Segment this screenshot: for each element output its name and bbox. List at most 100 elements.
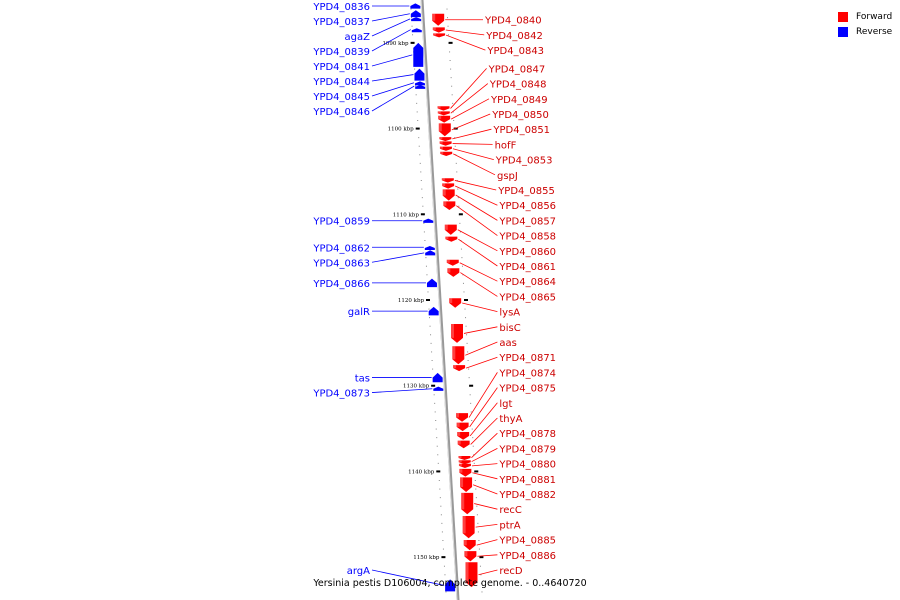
minor-tick-right bbox=[460, 248, 462, 250]
gene-leader-forward bbox=[453, 153, 496, 176]
minor-tick-right bbox=[449, 60, 451, 61]
gene-arrow-shade bbox=[440, 151, 444, 154]
gene-arrow-reverse bbox=[425, 250, 436, 256]
gene-label-reverse: YPD4_0859 bbox=[312, 217, 370, 228]
minor-tick-right bbox=[458, 205, 460, 207]
gene-leader-forward bbox=[456, 205, 498, 236]
gene-label-forward: YPD4_0886 bbox=[498, 551, 556, 562]
gene-leader-reverse bbox=[371, 18, 411, 37]
gene-leader-forward bbox=[475, 524, 498, 528]
gene-arrow-forward bbox=[451, 324, 464, 343]
tick-label: 1100 kbp bbox=[388, 127, 415, 133]
tick-label: 1120 kbp bbox=[398, 298, 425, 304]
gene-arrow-forward bbox=[440, 151, 453, 156]
gene-label-forward: aas bbox=[499, 338, 516, 349]
gene-label-forward: YPD4_0865 bbox=[498, 292, 556, 303]
minor-tick-left bbox=[439, 488, 441, 490]
minor-tick-right bbox=[462, 274, 464, 276]
minor-tick-right bbox=[481, 591, 483, 593]
gene-leader-forward bbox=[472, 484, 498, 495]
gene-label-forward: YPD4_0881 bbox=[498, 475, 556, 486]
gene-arrow-forward bbox=[452, 346, 465, 365]
reverse-swatch-icon bbox=[838, 26, 848, 37]
minor-tick-right bbox=[469, 394, 471, 396]
minor-tick-left bbox=[435, 420, 437, 421]
gene-arrow-forward bbox=[439, 146, 452, 151]
gene-arrow-reverse bbox=[415, 84, 426, 89]
gene-arrow-forward bbox=[461, 492, 474, 515]
gene-label-forward: YPD4_0857 bbox=[498, 216, 556, 227]
gene-arrow-shade bbox=[457, 440, 461, 445]
legend-label-forward: Forward bbox=[856, 11, 893, 22]
gene-arrow-reverse bbox=[432, 372, 443, 383]
minor-tick-left bbox=[417, 120, 419, 121]
minor-tick-left bbox=[441, 531, 443, 533]
gene-arrow-forward bbox=[458, 460, 471, 465]
gene-label-forward: ptrA bbox=[499, 520, 520, 531]
gene-arrow-forward bbox=[462, 516, 475, 539]
gene-arrow-reverse bbox=[414, 68, 425, 81]
minor-tick-right bbox=[480, 582, 482, 584]
gene-label-forward: YPD4_0878 bbox=[498, 429, 556, 440]
gene-label-forward: YPD4_0864 bbox=[498, 277, 556, 288]
gene-arrow-forward bbox=[456, 422, 469, 432]
gene-leader-reverse bbox=[371, 85, 415, 112]
minor-tick-left bbox=[424, 240, 426, 241]
minor-tick-left bbox=[419, 162, 421, 164]
genome-axis bbox=[420, 0, 460, 600]
gene-label-reverse: YPD4_0846 bbox=[312, 107, 370, 118]
tick-label: 1090 kbp bbox=[382, 41, 409, 47]
gene-leader-forward bbox=[463, 326, 498, 334]
minor-tick-right bbox=[479, 565, 481, 567]
gene-label-forward: YPD4_0874 bbox=[498, 368, 556, 379]
gene-arrow-reverse bbox=[433, 386, 444, 391]
minor-tick-right bbox=[456, 180, 458, 181]
gene-leader-forward bbox=[468, 372, 498, 418]
gene-leader-reverse bbox=[371, 29, 411, 52]
gene-leader-forward bbox=[454, 180, 497, 191]
gene-arrow-forward bbox=[438, 123, 451, 137]
gene-label-forward: YPD4_0880 bbox=[498, 460, 556, 471]
minor-tick-right bbox=[448, 34, 450, 36]
minor-tick-left bbox=[435, 428, 437, 430]
major-tick-right bbox=[464, 299, 468, 301]
gene-label-forward: YPD4_0856 bbox=[498, 201, 556, 212]
gene-arrow-forward bbox=[449, 298, 462, 308]
gene-arrow-shade bbox=[461, 492, 465, 510]
major-tick bbox=[441, 556, 446, 559]
major-tick bbox=[410, 41, 415, 44]
minor-tick-right bbox=[473, 454, 475, 456]
gene-arrow-reverse bbox=[426, 278, 437, 288]
minor-tick-left bbox=[427, 291, 429, 293]
gene-arrow-shade bbox=[439, 137, 443, 140]
gene-leader-forward bbox=[445, 29, 485, 36]
minor-tick-right bbox=[467, 351, 469, 353]
minor-tick-right bbox=[473, 462, 475, 464]
gene-leader-reverse bbox=[371, 388, 433, 393]
minor-tick-right bbox=[471, 428, 473, 430]
gene-arrow-forward bbox=[438, 115, 451, 123]
minor-tick-right bbox=[475, 488, 477, 490]
gene-label-forward: YPD4_0849 bbox=[490, 95, 548, 106]
tick-label: 1140 kbp bbox=[408, 469, 435, 475]
minor-tick-left bbox=[415, 85, 417, 87]
gene-leader-reverse bbox=[371, 54, 413, 67]
minor-tick-left bbox=[442, 540, 444, 541]
minor-tick-right bbox=[467, 360, 469, 361]
minor-tick-right bbox=[449, 51, 451, 53]
gene-label-reverse: argA bbox=[347, 566, 370, 577]
minor-tick-left bbox=[423, 222, 425, 224]
minor-tick-right bbox=[457, 197, 459, 199]
gene-arrow-shade bbox=[456, 413, 460, 418]
forward-swatch-icon bbox=[838, 11, 848, 22]
minor-tick-right bbox=[455, 162, 457, 164]
genome-caption: Yersinia pestis D106004, complete genome… bbox=[313, 578, 587, 589]
minor-tick-left bbox=[419, 154, 421, 156]
minor-tick-left bbox=[425, 257, 427, 259]
gene-arrow-shade bbox=[446, 259, 450, 263]
gene-leader-forward bbox=[471, 432, 498, 459]
minor-tick-left bbox=[440, 505, 442, 507]
gene-label-forward: YPD4_0853 bbox=[495, 156, 553, 167]
gene-label-forward: lgt bbox=[499, 399, 512, 410]
minor-tick-left bbox=[441, 522, 443, 524]
